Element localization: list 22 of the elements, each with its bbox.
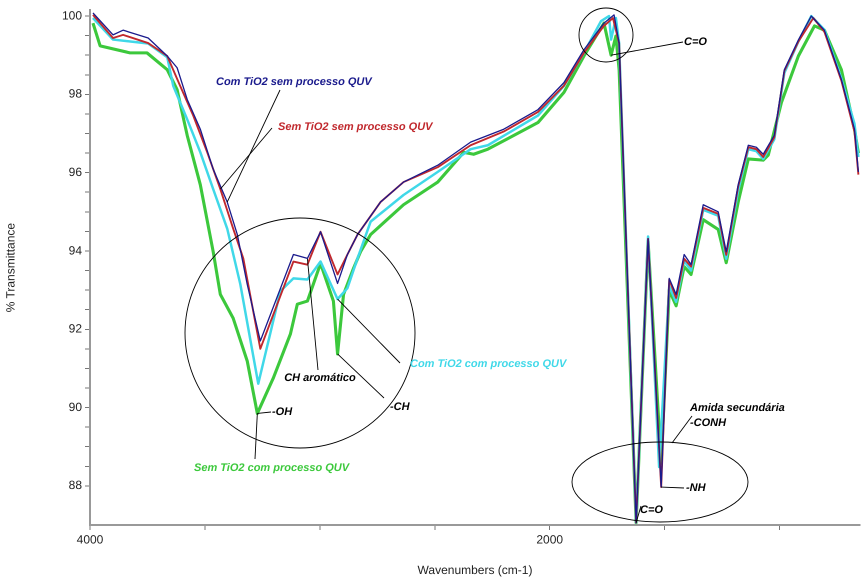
y-tick-label: 88 bbox=[68, 478, 82, 492]
y-axis-title: % Transmittance bbox=[4, 222, 18, 312]
annotation: Amida secundária -CONH bbox=[689, 402, 785, 430]
y-tick-label: 100 bbox=[62, 8, 82, 22]
x-axis-title: Wavenumbers (cm-1) bbox=[418, 563, 532, 578]
text: Sem TiO2 sem processo QUV bbox=[278, 121, 434, 134]
text: Com TiO2 com processo QUV bbox=[410, 358, 568, 370]
x-tick-label: 4000 bbox=[76, 532, 104, 547]
annotation: C=O bbox=[684, 36, 708, 48]
y-tick-label: 96 bbox=[68, 164, 82, 179]
annotation: -OH bbox=[272, 406, 294, 418]
y-tick-label: 98 bbox=[68, 86, 82, 101]
x-tick-label: 2000 bbox=[536, 532, 564, 547]
y-tick-label: 92 bbox=[68, 322, 82, 336]
text: Sem TiO2 com processo QUV bbox=[194, 462, 351, 474]
annotation: -NH bbox=[686, 482, 707, 494]
annotation: -CH bbox=[390, 401, 411, 414]
y-tick-label: 90 bbox=[68, 400, 82, 414]
y-tick-label: 94 bbox=[68, 243, 82, 258]
text: Com TiO2 sem processo QUV bbox=[216, 76, 374, 88]
annotation: CH aromático bbox=[284, 372, 356, 384]
annotation: C=O bbox=[640, 504, 664, 516]
